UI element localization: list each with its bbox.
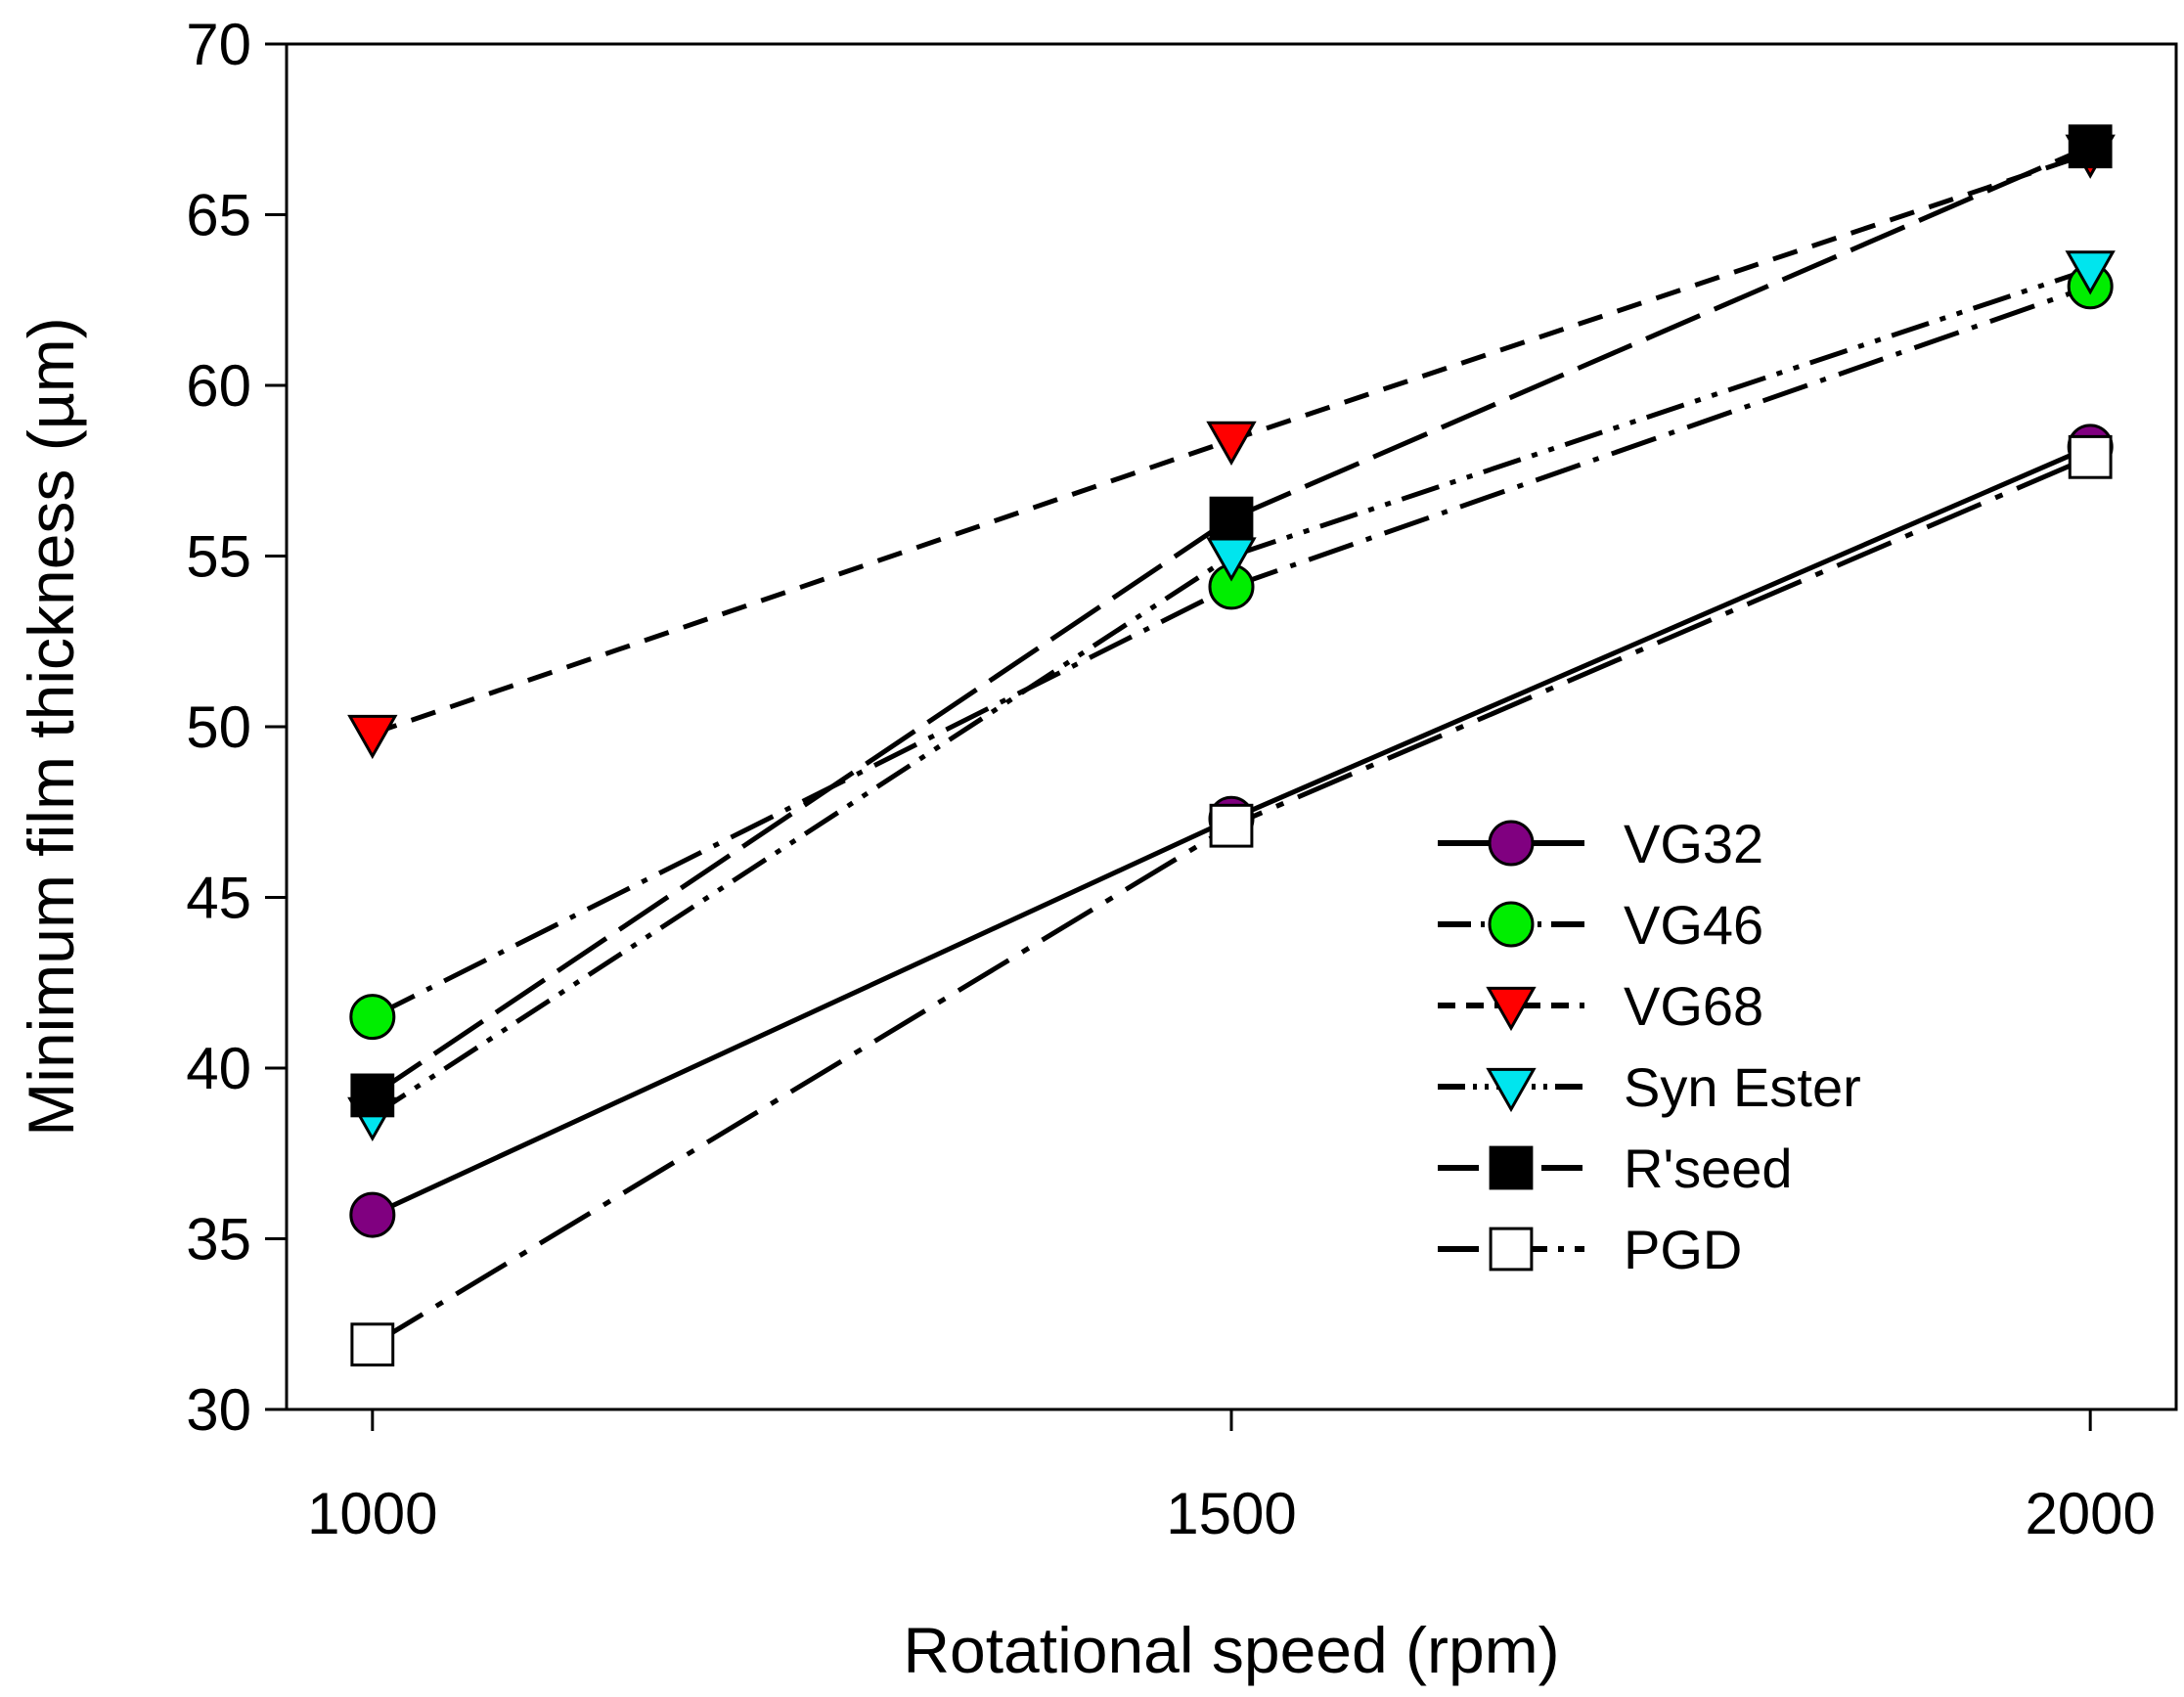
x-axis-title: Rotational speed (rpm) — [903, 1614, 1559, 1686]
legend-label-vg46: VG46 — [1624, 894, 1763, 956]
axis-ticks: 30 35 40 45 50 55 60 65 70 1000 1500 2000 — [186, 12, 2156, 1546]
y-tick-label-50: 50 — [186, 694, 251, 760]
x-tick-label-1500: 1500 — [1166, 1481, 1296, 1546]
legend-label-pgd: PGD — [1624, 1219, 1742, 1280]
y-tick-label-60: 60 — [186, 353, 251, 419]
legend-item-r-seed: R'seed — [1438, 1138, 1793, 1199]
legend-marker-vg46 — [1488, 901, 1535, 948]
series-line-syn-ester — [371, 266, 2091, 1118]
legend-marker-syn-ester — [1486, 1067, 1537, 1113]
y-tick-label-35: 35 — [186, 1207, 251, 1273]
legend-item-vg32: VG32 — [1438, 813, 1763, 874]
series-line-vg46 — [371, 284, 2092, 1019]
x-tick-label-2000: 2000 — [2025, 1481, 2155, 1546]
data-point-syn-ester-2000 — [2065, 250, 2116, 295]
legend-label-r-seed: R'seed — [1624, 1138, 1793, 1199]
series-markers — [347, 124, 2116, 1367]
legend-label-vg68: VG68 — [1624, 975, 1763, 1037]
plot-area-frame — [285, 42, 2178, 1411]
data-point-vg32-1000 — [349, 1191, 396, 1238]
legend-marker-r-seed — [1489, 1145, 1534, 1190]
y-tick-label-40: 40 — [186, 1036, 251, 1101]
legend-item-pgd: PGD — [1438, 1219, 1742, 1280]
legend-item-vg68: VG68 — [1438, 975, 1763, 1037]
data-point-vg46-1000 — [349, 994, 396, 1041]
legend-marker-pgd — [1489, 1227, 1534, 1272]
data-point-r-seed-2000 — [2068, 124, 2113, 169]
data-point-r-seed-1000 — [350, 1073, 395, 1118]
legend-marker-vg32 — [1488, 820, 1535, 867]
series-line-r-seed — [371, 144, 2092, 1097]
data-point-pgd-2000 — [2068, 434, 2113, 479]
data-point-vg68-1500 — [1206, 421, 1257, 466]
y-tick-label-65: 65 — [186, 183, 251, 248]
legend-item-syn-ester: Syn Ester — [1438, 1056, 1861, 1118]
legend-marker-vg68 — [1486, 986, 1537, 1032]
legend: VG32 VG46 VG68 Syn Ester R'seed PGD — [1438, 813, 1861, 1280]
y-tick-label-55: 55 — [186, 524, 251, 590]
y-axis-title: Minimum film thickness (µm) — [15, 317, 87, 1136]
y-tick-label-70: 70 — [186, 12, 251, 77]
y-tick-label-30: 30 — [186, 1377, 251, 1443]
data-point-pgd-1500 — [1209, 803, 1254, 848]
data-point-r-seed-1500 — [1209, 496, 1254, 541]
legend-item-vg46: VG46 — [1438, 894, 1763, 956]
data-point-pgd-1000 — [350, 1322, 395, 1367]
series-lines — [371, 144, 2092, 1347]
legend-label-vg32: VG32 — [1624, 813, 1763, 874]
legend-label-syn-ester: Syn Ester — [1624, 1056, 1861, 1118]
x-tick-label-1000: 1000 — [307, 1481, 437, 1546]
data-point-vg68-1000 — [347, 714, 398, 760]
y-tick-label-45: 45 — [186, 866, 251, 931]
